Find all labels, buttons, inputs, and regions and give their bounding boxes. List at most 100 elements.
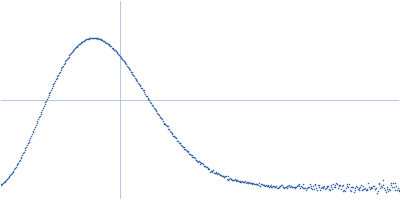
Point [32,125,38,128]
Point [20,152,26,155]
Point [343,184,350,187]
Point [259,183,265,186]
Point [348,186,354,189]
Point [49,86,55,89]
Point [331,185,337,189]
Point [94,37,100,40]
Point [107,44,113,48]
Point [268,184,274,187]
Point [250,182,256,185]
Point [55,73,62,76]
Point [167,129,173,132]
Point [320,186,326,189]
Point [92,36,99,40]
Point [366,187,373,191]
Point [144,96,151,99]
Point [113,50,120,54]
Point [171,135,177,138]
Point [309,187,316,190]
Point [368,186,374,189]
Point [148,101,154,105]
Point [316,184,323,187]
Point [176,141,182,144]
Point [6,176,12,179]
Point [11,168,18,171]
Point [332,186,338,189]
Point [300,187,307,190]
Point [72,46,79,49]
Point [312,183,318,186]
Point [291,185,297,188]
Point [160,121,167,124]
Point [380,183,386,186]
Point [325,184,332,188]
Point [279,184,285,187]
Point [120,60,127,63]
Point [176,142,183,145]
Point [159,118,165,121]
Point [169,132,176,135]
Point [96,38,103,41]
Point [244,181,250,184]
Point [137,84,144,88]
Point [276,186,282,189]
Point [101,40,108,44]
Point [391,188,398,191]
Point [189,155,196,158]
Point [350,190,357,193]
Point [389,186,395,189]
Point [127,68,133,72]
Point [187,152,193,156]
Point [133,79,140,82]
Point [333,182,339,185]
Point [312,184,319,187]
Point [329,187,336,190]
Point [190,156,196,159]
Point [323,186,329,189]
Point [260,183,266,186]
Point [7,174,14,177]
Point [108,46,115,49]
Point [356,188,362,191]
Point [254,182,260,186]
Point [204,166,211,169]
Point [359,185,366,188]
Point [26,140,32,143]
Point [223,174,229,178]
Point [152,108,158,111]
Point [13,165,19,168]
Point [330,183,336,186]
Point [30,129,37,132]
Point [164,125,171,128]
Point [53,78,59,81]
Point [34,122,40,125]
Point [280,185,287,188]
Point [63,58,69,62]
Point [224,175,231,178]
Point [219,175,225,178]
Point [201,165,208,168]
Point [218,174,224,177]
Point [378,184,384,188]
Point [174,139,180,143]
Point [46,92,53,95]
Point [14,162,21,166]
Point [96,38,102,41]
Point [377,186,383,190]
Point [161,122,168,125]
Point [313,186,320,190]
Point [392,182,398,185]
Point [231,179,237,182]
Point [184,149,191,152]
Point [67,52,73,56]
Point [185,151,192,154]
Point [303,189,309,192]
Point [173,137,180,140]
Point [145,97,152,100]
Point [39,108,46,112]
Point [381,186,387,189]
Point [387,181,394,184]
Point [135,81,141,84]
Point [141,91,148,94]
Point [30,131,36,134]
